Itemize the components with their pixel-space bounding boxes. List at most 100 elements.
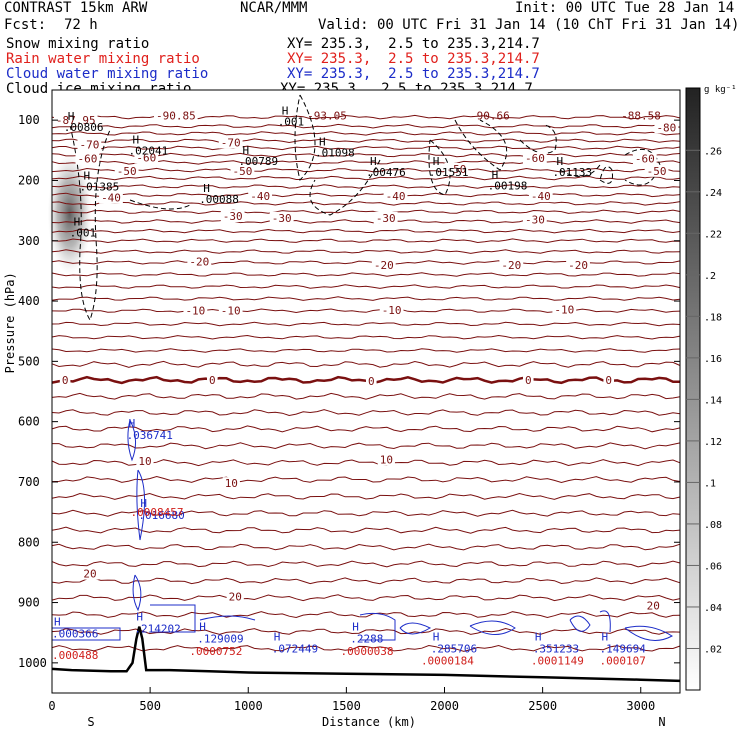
isotherm-label: -87.95 bbox=[56, 114, 96, 127]
isotherm-line bbox=[51, 509, 681, 517]
snow-max-marker: H bbox=[74, 215, 81, 228]
isotherm-label: 20 bbox=[83, 568, 96, 581]
cloud-water-contour bbox=[469, 620, 516, 635]
cloud-water-max-marker: H bbox=[352, 621, 359, 634]
isotherm-label-bg bbox=[114, 164, 139, 177]
snow-max-marker: H bbox=[133, 133, 140, 146]
isotherm-label: -30 bbox=[272, 212, 292, 225]
snow-contour bbox=[129, 199, 191, 210]
isotherm-line bbox=[51, 392, 681, 400]
snow-value-label: .02041 bbox=[129, 144, 169, 157]
rain-value-label: .0000038 bbox=[340, 645, 393, 658]
snow-max-marker: H bbox=[492, 168, 499, 181]
producer-label: NCAR/MMM bbox=[240, 0, 308, 16]
cloud-water-value-label: .036741 bbox=[127, 429, 173, 442]
isotherm-line bbox=[51, 238, 681, 244]
isotherm-line bbox=[51, 167, 681, 173]
cloud-water-contour bbox=[199, 615, 256, 621]
y-tick-label: 800 bbox=[18, 535, 40, 549]
isotherm-label-bg bbox=[187, 255, 212, 268]
isotherm-label: -20 bbox=[501, 259, 521, 272]
valid-time: Valid: 00 UTC Fri 31 Jan 14 (10 ChT Fri … bbox=[318, 17, 740, 33]
snow-contour bbox=[428, 139, 451, 196]
field-xy-rain: XY= 235.3, 2.5 to 235.3,214.7 bbox=[287, 51, 540, 67]
x-tick-label: 1000 bbox=[234, 699, 263, 713]
cloud-water-contour bbox=[127, 419, 136, 462]
isotherm-label: -60 bbox=[635, 153, 655, 166]
isotherm-label-bg bbox=[75, 152, 100, 165]
cloud-water-value-label: .016680 bbox=[138, 509, 184, 522]
isotherm-label: -70 bbox=[79, 138, 99, 151]
colorbar-tick-label: .12 bbox=[704, 437, 722, 448]
isotherm-line bbox=[51, 138, 681, 144]
cloud-water-max-marker: H bbox=[140, 497, 147, 510]
isotherm-label-bg bbox=[365, 375, 377, 388]
isotherm-label: -10 bbox=[382, 304, 402, 317]
cloud-water-max-marker: H bbox=[535, 630, 542, 643]
colorbar-units: g kg⁻¹ bbox=[704, 85, 737, 95]
isotherm-label: -10 bbox=[221, 305, 241, 318]
isotherm-label: -60 bbox=[525, 152, 545, 165]
snow-contour bbox=[69, 124, 111, 322]
isotherm-line bbox=[51, 560, 681, 568]
isotherm-label-bg bbox=[371, 258, 396, 271]
isotherm-label: -10 bbox=[554, 303, 574, 316]
cloud-water-contour bbox=[136, 469, 146, 541]
rain-value-label: .0000752 bbox=[189, 645, 242, 658]
isotherm-label-bg bbox=[552, 303, 577, 316]
isotherm-label-bg bbox=[566, 258, 590, 271]
colorbar-tick-label: .14 bbox=[704, 395, 722, 406]
isotherm-label-bg bbox=[183, 304, 208, 317]
cloud-water-contour bbox=[150, 604, 196, 633]
isotherm-line bbox=[51, 123, 681, 129]
cloud-water-contour bbox=[599, 610, 611, 633]
isotherm-label: -50 bbox=[647, 165, 667, 178]
isotherm-label: 10 bbox=[225, 477, 238, 490]
isotherm-label-bg bbox=[269, 211, 294, 224]
cloud-water-value-label: .351233 bbox=[533, 642, 579, 655]
snow-value-label: .00088 bbox=[199, 193, 239, 206]
snow-max-marker: H bbox=[319, 136, 326, 149]
colorbar-tick-label: .22 bbox=[704, 229, 722, 240]
cloud-water-value-label: .000366 bbox=[52, 627, 98, 640]
y-tick-label: 200 bbox=[18, 173, 40, 187]
cloud-water-max-marker: H bbox=[54, 615, 61, 628]
isotherm-label: -60 bbox=[78, 153, 98, 166]
cloud-water-value-label: .129009 bbox=[197, 633, 243, 646]
x-tick-label: 1500 bbox=[332, 699, 361, 713]
snow-value-label: -88.58 bbox=[621, 109, 661, 122]
isotherm-line bbox=[51, 611, 681, 619]
snow-value-label: -93.05 bbox=[307, 109, 347, 122]
isotherm-line bbox=[51, 249, 681, 254]
snow-value-label: .001 bbox=[70, 226, 97, 239]
rain-value-label: .0000184 bbox=[421, 654, 474, 667]
rain-value-label: .000488 bbox=[52, 649, 98, 662]
isotherm-label: -20 bbox=[189, 255, 209, 268]
isotherm-label: 10 bbox=[138, 455, 151, 468]
snow-contour bbox=[559, 164, 601, 177]
y-tick-label: 600 bbox=[18, 415, 40, 429]
isotherm-label: -30 bbox=[223, 210, 243, 223]
isotherm-label: -30 bbox=[525, 214, 545, 227]
isotherm-label-bg bbox=[522, 152, 547, 165]
rain-value-label: .0008457 bbox=[131, 506, 184, 519]
isotherm-label: -10 bbox=[185, 305, 205, 318]
x-tick-label: 2000 bbox=[430, 699, 459, 713]
isotherm-label-bg bbox=[444, 162, 469, 175]
x-axis-title: Distance (km) bbox=[322, 715, 416, 729]
isotherm-line bbox=[51, 321, 681, 327]
isotherm-line bbox=[51, 219, 681, 224]
terrain-line bbox=[51, 626, 681, 683]
colorbar-tick-label: .24 bbox=[704, 188, 722, 199]
end-label-north: N bbox=[658, 715, 665, 729]
isotherm-line bbox=[51, 334, 681, 340]
isotherm-label-bg bbox=[207, 374, 218, 387]
isotherm-label-bg bbox=[528, 190, 553, 203]
snow-value-label: -90.66 bbox=[470, 109, 510, 122]
x-tick-label: 3000 bbox=[626, 699, 655, 713]
isotherm-label: 20 bbox=[229, 591, 242, 604]
isotherm-line bbox=[51, 526, 681, 534]
snow-max-marker: H bbox=[83, 169, 90, 182]
isotherm-label-bg bbox=[134, 151, 159, 164]
isotherm-line bbox=[51, 459, 681, 467]
